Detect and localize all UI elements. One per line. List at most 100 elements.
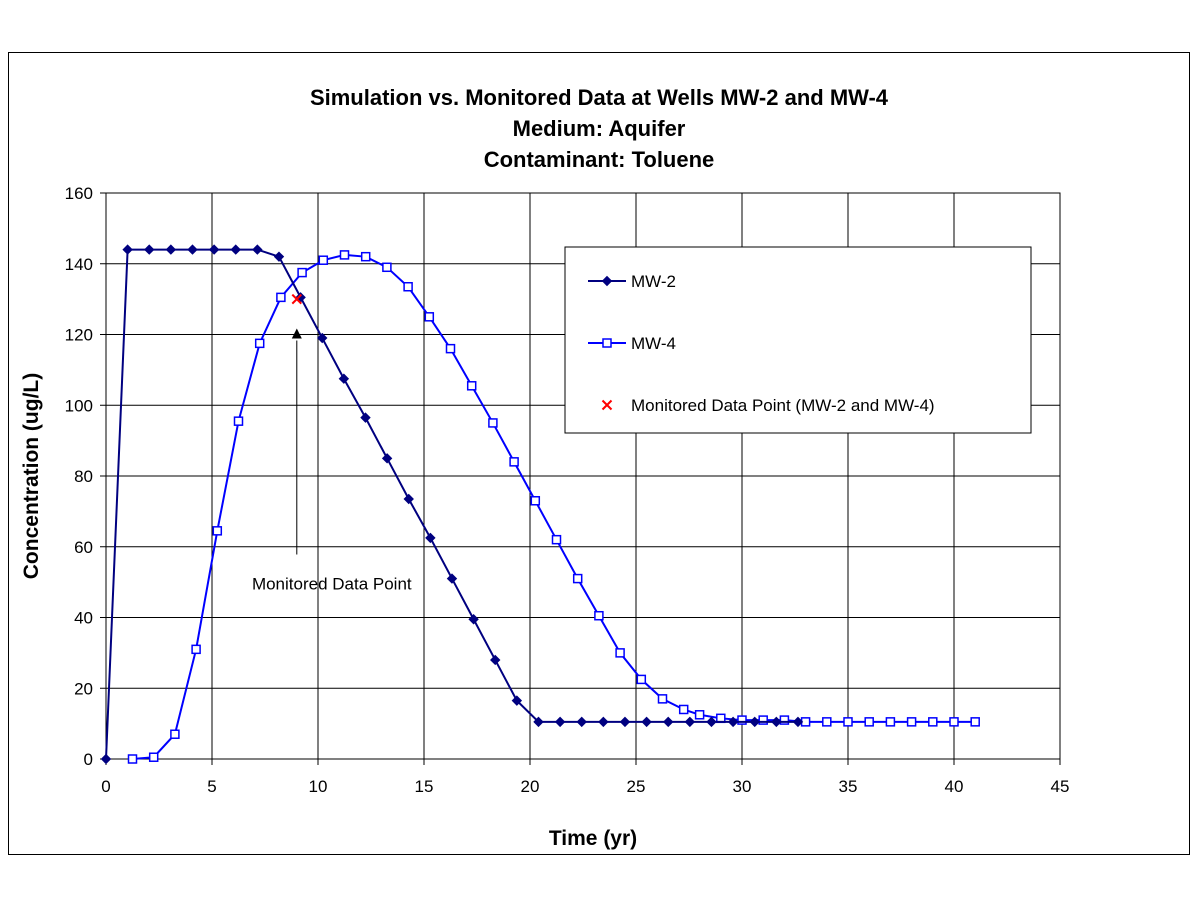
x-axis-title: Time (yr) (549, 827, 637, 850)
data-point (684, 716, 696, 728)
data-point (276, 292, 286, 303)
data-point (779, 715, 790, 725)
data-point (928, 717, 938, 727)
data-point (615, 648, 625, 658)
data-point (317, 332, 328, 344)
data-point (694, 710, 705, 720)
data-point (212, 526, 223, 536)
data-point (663, 716, 674, 728)
x-tick-label: 0 (101, 777, 110, 796)
x-tick-label: 20 (521, 777, 540, 796)
legend-entry: MW-2 (588, 272, 676, 291)
data-point (572, 573, 583, 584)
chart-title-block: Simulation vs. Monitored Data at Wells M… (0, 82, 1198, 175)
data-point (100, 753, 112, 765)
data-point (727, 716, 739, 728)
x-tick-label: 25 (627, 777, 646, 796)
chart-title: Simulation vs. Monitored Data at Wells M… (309, 85, 889, 110)
data-point (338, 373, 350, 384)
data-point (127, 754, 138, 764)
data-point (339, 250, 350, 260)
x-tick-label: 5 (207, 777, 216, 796)
y-axis-title: Concentration (ug/L) (20, 373, 43, 579)
legend-box (564, 246, 1032, 434)
data-point (191, 644, 201, 655)
data-point (970, 717, 980, 727)
data-point (425, 532, 436, 544)
data-point (706, 716, 717, 728)
legend-marker (601, 275, 613, 287)
annotation-label: Monitored Data Point (252, 575, 412, 594)
data-point (678, 704, 689, 715)
data-point (657, 694, 668, 704)
y-tick-label: 20 (74, 679, 93, 698)
data-point (530, 496, 541, 506)
data-point (360, 251, 371, 262)
series-monitored-data-point-mw-2-and-mw-4 (291, 293, 303, 305)
chart-subtitle-medium: Medium: Aquifer (512, 116, 686, 141)
data-point (551, 534, 562, 545)
data-point (641, 716, 652, 728)
data-point (170, 729, 180, 739)
chart-subtitle-contaminant: Contaminant: Toluene (483, 147, 715, 172)
data-point (885, 717, 896, 727)
y-tick-label: 40 (74, 609, 93, 628)
data-point (291, 293, 303, 305)
data-point (208, 244, 220, 255)
data-point (165, 244, 177, 255)
legend-marker-stroke (601, 399, 613, 411)
data-point (749, 716, 760, 728)
data-point (360, 412, 371, 423)
series-mw-4 (127, 250, 980, 764)
data-point (382, 262, 392, 273)
legend-marker (601, 399, 613, 411)
y-tick-label: 80 (74, 467, 93, 486)
x-tick-label: 15 (415, 777, 434, 796)
data-point (254, 338, 265, 349)
data-point (533, 716, 544, 728)
data-point (297, 267, 307, 278)
legend-entry: MW-4 (588, 334, 676, 353)
data-point (318, 255, 329, 265)
x-tick-label: 35 (839, 777, 858, 796)
series-mw-2 (100, 244, 804, 765)
x-tick-label: 40 (945, 777, 964, 796)
x-tick-label: 10 (309, 777, 328, 796)
axis-ticks: 0 5 10 15 20 25 30 35 40 45 0 20 40 60 80 100 120 140 160 (65, 184, 1070, 796)
data-point (619, 716, 631, 728)
data-point (488, 418, 498, 428)
data-point (122, 244, 133, 255)
data-point (403, 281, 413, 292)
y-tick-label: 140 (65, 255, 93, 274)
legend-label: MW-4 (631, 334, 676, 353)
data-point (233, 416, 244, 426)
data-point (864, 717, 874, 727)
x-tick-label: 30 (733, 777, 752, 796)
data-point (381, 453, 393, 464)
data-point-stroke (291, 293, 303, 305)
data-point (598, 716, 609, 728)
data-point (446, 573, 458, 584)
data-point (424, 312, 435, 322)
data-point (843, 717, 853, 727)
data-point (737, 715, 747, 725)
data-point (576, 716, 587, 728)
data-point (636, 674, 647, 685)
y-tick-label: 100 (65, 396, 93, 415)
data-series (100, 244, 980, 765)
y-tick-label: 0 (84, 750, 93, 769)
data-point (148, 752, 159, 762)
legend-entry: Monitored Data Point (MW-2 and MW-4) (601, 396, 935, 415)
data-point (771, 716, 782, 728)
data-point (273, 251, 285, 262)
x-tick-label: 45 (1051, 777, 1070, 796)
y-tick-label: 60 (74, 538, 93, 557)
data-point (144, 244, 155, 255)
data-point (445, 343, 456, 354)
y-tick-label: 160 (65, 184, 93, 203)
data-point (509, 457, 519, 467)
data-point (758, 715, 768, 725)
annotation: Monitored Data Point (252, 328, 412, 594)
legend-marker (602, 338, 612, 348)
